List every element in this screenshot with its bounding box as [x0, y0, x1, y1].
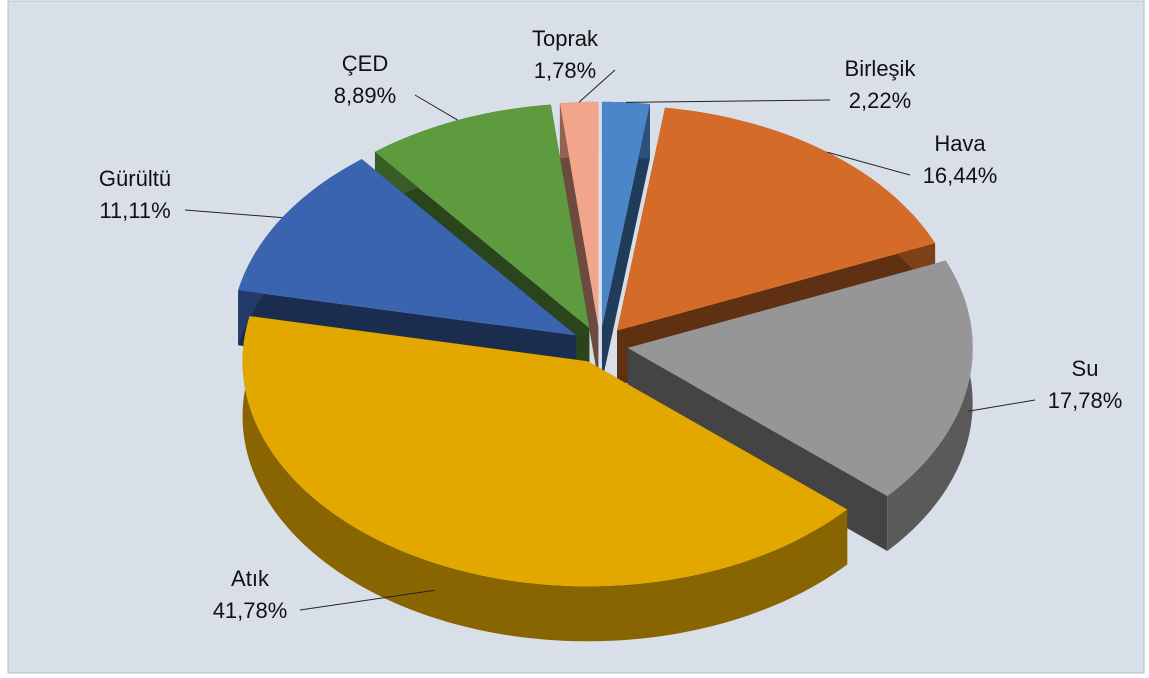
- value-label: 11,11%: [99, 198, 170, 223]
- slice: [242, 316, 848, 587]
- slice-wall: [242, 316, 848, 642]
- value-label: 17,78%: [1048, 388, 1123, 413]
- value-label: 1,78%: [534, 58, 596, 83]
- slice: [627, 260, 973, 497]
- slice: [559, 101, 599, 327]
- slice: [238, 159, 577, 336]
- value-label: 41,78%: [213, 598, 288, 623]
- slice: [374, 104, 590, 329]
- slice-side: [601, 104, 650, 382]
- slice: [601, 101, 650, 327]
- value-label: 16,44%: [923, 163, 998, 188]
- slice-wall: [887, 260, 973, 552]
- value-label: 2,22%: [849, 88, 911, 113]
- leader-line: [968, 399, 1036, 412]
- leader-line: [625, 99, 831, 103]
- category-label: Toprak: [532, 26, 599, 51]
- category-label: Hava: [934, 131, 986, 156]
- category-label: Birleşik: [845, 56, 917, 81]
- category-label: ÇED: [342, 51, 388, 76]
- slice-side: [559, 103, 599, 382]
- leader-line: [578, 69, 616, 103]
- category-label: Su: [1072, 356, 1099, 381]
- category-label: Gürültü: [99, 166, 171, 191]
- leader-line: [299, 589, 435, 611]
- leader-line: [414, 94, 459, 121]
- category-label: Atık: [231, 566, 270, 591]
- leader-line: [827, 151, 911, 176]
- value-label: 8,89%: [334, 83, 396, 108]
- slice: [617, 107, 936, 331]
- leader-line: [184, 209, 283, 219]
